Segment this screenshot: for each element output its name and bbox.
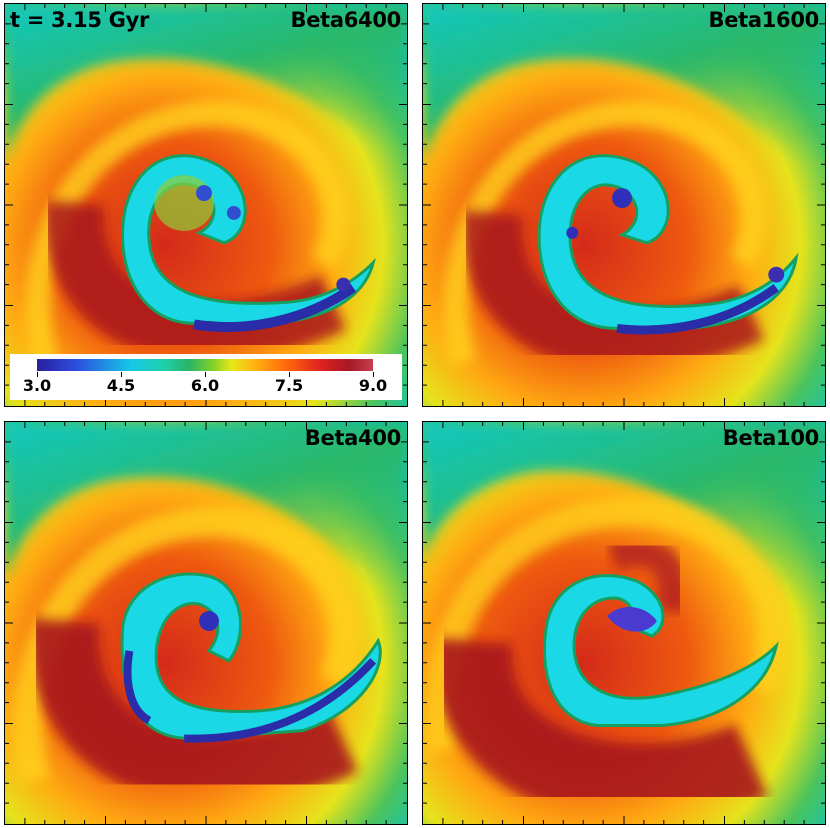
colorbar-tick: [37, 372, 38, 377]
panel-beta400: Beta400: [4, 421, 408, 825]
temperature-map-image: [5, 422, 407, 824]
colorbar-label: 9.0: [358, 376, 388, 395]
temperature-map-image: [423, 422, 825, 824]
panel-beta1600: Beta1600: [422, 3, 826, 407]
colorbar-tick: [373, 372, 374, 377]
panel-title: Beta100: [722, 426, 820, 450]
colorbar: 3.0 4.5 6.0 7.5 9.0: [10, 354, 402, 400]
colorbar-label: 4.5: [106, 376, 136, 395]
colorbar-tick: [205, 372, 206, 377]
panel-beta6400: t = 3.15 Gyr Beta6400 3.0 4.5 6.0 7.5 9.…: [4, 3, 408, 407]
temperature-map-image: [5, 4, 407, 406]
colorbar-label: 6.0: [190, 376, 220, 395]
colorbar-label: 7.5: [274, 376, 304, 395]
colorbar-tick: [289, 372, 290, 377]
time-label: t = 3.15 Gyr: [10, 8, 150, 32]
panel-title: Beta1600: [708, 8, 819, 32]
panel-title: Beta400: [304, 426, 402, 450]
colorbar-gradient: [37, 359, 373, 371]
colorbar-tick: [121, 372, 122, 377]
colorbar-label: 3.0: [22, 376, 52, 395]
panel-title: Beta6400: [290, 8, 401, 32]
temperature-map-image: [423, 4, 825, 406]
panel-beta100: Beta100: [422, 421, 826, 825]
